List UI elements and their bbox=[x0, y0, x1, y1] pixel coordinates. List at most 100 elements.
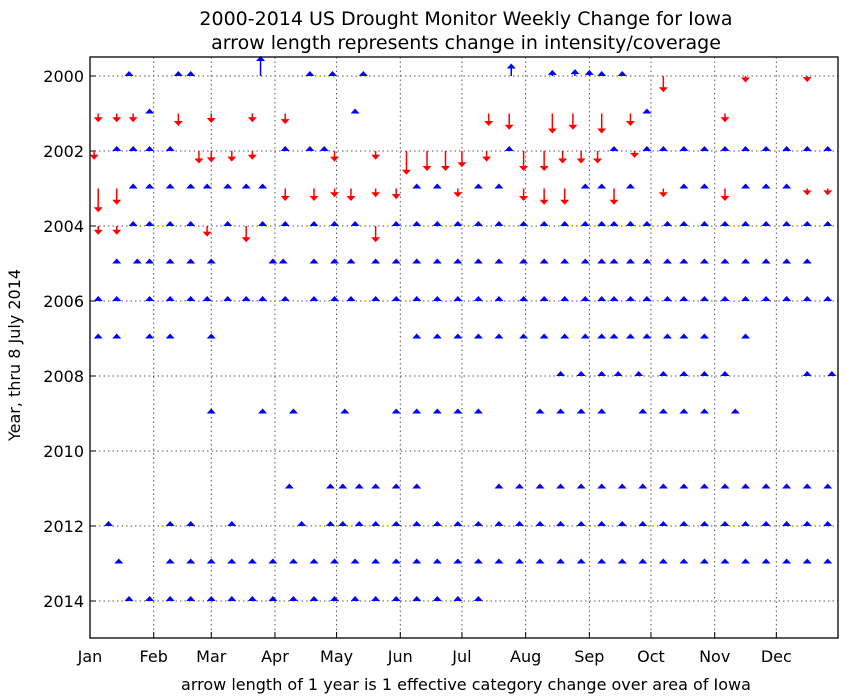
decrease-arrow-head bbox=[580, 296, 590, 301]
decrease-arrow-head bbox=[576, 408, 586, 414]
decrease-arrow-head bbox=[258, 296, 268, 301]
y-tick-label: 2008 bbox=[43, 367, 84, 386]
decrease-arrow-head bbox=[319, 146, 329, 151]
decrease-arrow-head bbox=[576, 483, 586, 489]
decrease-arrow-head bbox=[278, 258, 288, 264]
decrease-arrow-head bbox=[556, 558, 566, 564]
increase-arrow-head bbox=[227, 156, 237, 162]
decrease-arrow-head bbox=[494, 558, 504, 564]
decrease-arrow-head bbox=[473, 296, 483, 301]
decrease-arrow-head bbox=[165, 258, 175, 264]
decrease-arrow-head bbox=[514, 558, 524, 564]
decrease-arrow-head bbox=[145, 183, 155, 189]
y-tick-label: 2012 bbox=[43, 517, 84, 536]
decrease-arrow-head bbox=[350, 558, 360, 564]
decrease-arrow-head bbox=[128, 146, 138, 151]
chart-subtitle: arrow length represents change in intens… bbox=[211, 32, 721, 54]
decrease-arrow-head bbox=[580, 333, 590, 339]
decrease-arrow-head bbox=[782, 483, 792, 489]
decrease-arrow-head bbox=[412, 408, 422, 414]
decrease-arrow-head bbox=[597, 371, 607, 376]
decrease-arrow-head bbox=[535, 483, 545, 489]
decrease-arrow-head bbox=[432, 221, 442, 226]
increase-arrow-head bbox=[93, 229, 103, 235]
decrease-arrow-head bbox=[761, 221, 771, 226]
decrease-arrow-head bbox=[699, 221, 709, 226]
decrease-arrow-head bbox=[330, 258, 340, 264]
decrease-arrow-head bbox=[132, 258, 142, 264]
increase-arrow-head bbox=[741, 77, 751, 83]
x-tick-label: Nov bbox=[699, 647, 730, 666]
decrease-arrow-head bbox=[358, 71, 368, 76]
decrease-arrow-head bbox=[802, 483, 812, 489]
decrease-arrow-head bbox=[256, 56, 266, 61]
decrease-arrow-head bbox=[609, 296, 619, 301]
decrease-arrow-head bbox=[340, 408, 350, 414]
decrease-arrow-head bbox=[741, 221, 751, 226]
decrease-arrow-head bbox=[761, 183, 771, 189]
decrease-arrow-head bbox=[576, 371, 586, 376]
increase-arrow-head bbox=[802, 190, 812, 196]
decrease-arrow-head bbox=[350, 596, 360, 601]
decrease-arrow-head bbox=[642, 146, 652, 151]
decrease-arrow-head bbox=[227, 596, 237, 601]
decrease-arrow-head bbox=[412, 183, 422, 189]
decrease-arrow-head bbox=[473, 596, 483, 601]
decrease-arrow-head bbox=[782, 146, 792, 151]
decrease-arrow-head bbox=[782, 521, 792, 526]
decrease-arrow-head bbox=[741, 296, 751, 301]
y-tick-label: 2004 bbox=[43, 217, 84, 236]
decrease-arrow-head bbox=[145, 221, 155, 226]
decrease-arrow-head bbox=[597, 483, 607, 489]
decrease-arrow-head bbox=[519, 333, 529, 339]
decrease-arrow-head bbox=[473, 558, 483, 564]
decrease-arrow-head bbox=[613, 371, 623, 376]
decrease-arrow-head bbox=[802, 146, 812, 151]
decrease-arrow-head bbox=[584, 69, 594, 75]
decrease-arrow-head bbox=[741, 333, 751, 339]
decrease-arrow-head bbox=[597, 221, 607, 226]
decrease-arrow-head bbox=[761, 296, 771, 301]
decrease-arrow-head bbox=[597, 296, 607, 301]
increase-arrow-head bbox=[630, 152, 640, 158]
decrease-arrow-head bbox=[309, 258, 319, 264]
decrease-arrow-head bbox=[128, 221, 138, 226]
decrease-arrow-head bbox=[741, 558, 751, 564]
decrease-arrow-head bbox=[280, 146, 290, 151]
decrease-arrow-head bbox=[391, 483, 401, 489]
increase-arrow-head bbox=[720, 117, 730, 123]
x-tick-label: Jul bbox=[451, 647, 471, 666]
increase-arrow-head bbox=[576, 158, 586, 164]
increase-arrow-head bbox=[280, 196, 290, 201]
decrease-arrow-head bbox=[371, 296, 381, 301]
decrease-arrow-head bbox=[145, 108, 155, 114]
decrease-arrow-head bbox=[679, 521, 689, 526]
decrease-arrow-head bbox=[658, 521, 668, 526]
increase-arrow-head bbox=[280, 119, 290, 125]
decrease-arrow-head bbox=[93, 296, 103, 301]
decrease-arrow-head bbox=[145, 146, 155, 151]
decrease-arrow-head bbox=[330, 221, 340, 226]
decrease-arrow-head bbox=[412, 521, 422, 526]
decrease-arrow-head bbox=[432, 521, 442, 526]
decrease-arrow-head bbox=[580, 183, 590, 189]
decrease-arrow-head bbox=[412, 296, 422, 301]
increase-arrow-head bbox=[247, 117, 257, 123]
decrease-arrow-head bbox=[658, 408, 668, 414]
decrease-arrow-head bbox=[539, 258, 549, 264]
decrease-arrow-head bbox=[223, 183, 233, 189]
decrease-arrow-head bbox=[625, 221, 635, 226]
increase-arrow-head bbox=[422, 166, 432, 171]
decrease-arrow-head bbox=[305, 146, 315, 151]
decrease-arrow-head bbox=[761, 483, 771, 489]
decrease-arrow-head bbox=[371, 258, 381, 264]
decrease-arrow-head bbox=[720, 221, 730, 226]
x-tick-label: Aug bbox=[510, 647, 541, 666]
decrease-arrow-head bbox=[432, 596, 442, 601]
decrease-arrow-head bbox=[519, 296, 529, 301]
decrease-arrow-head bbox=[350, 108, 360, 114]
decrease-arrow-head bbox=[391, 221, 401, 226]
decrease-arrow-head bbox=[494, 333, 504, 339]
decrease-arrow-head bbox=[580, 258, 590, 264]
x-tick-label: Jan bbox=[77, 647, 103, 666]
